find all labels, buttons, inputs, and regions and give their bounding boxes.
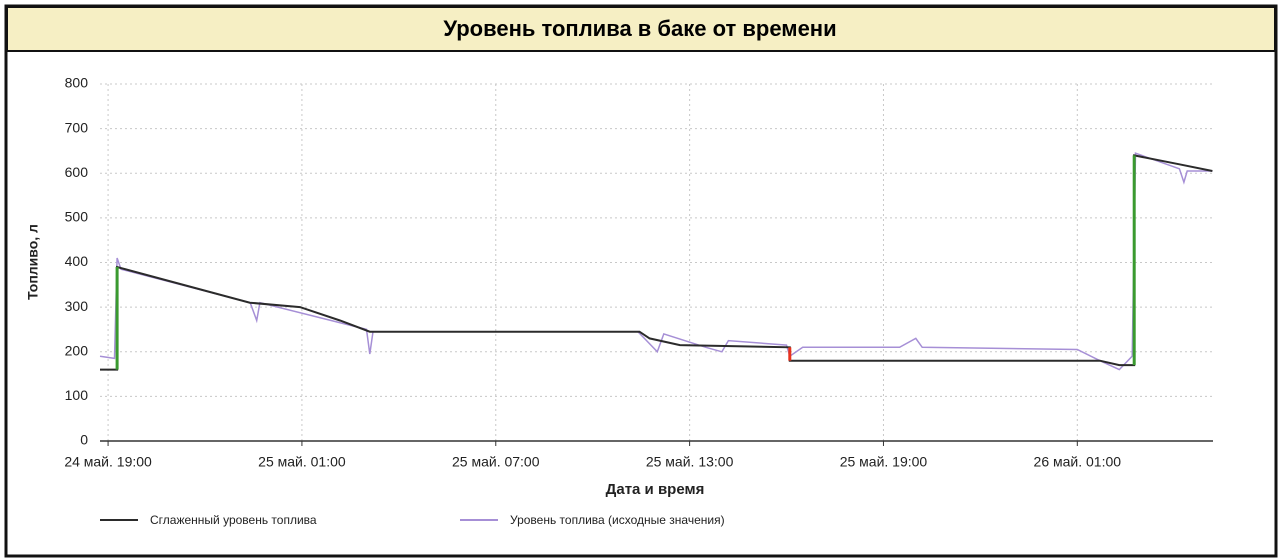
y-tick-label: 600	[65, 164, 89, 180]
y-tick-label: 400	[65, 253, 89, 269]
legend-label: Сглаженный уровень топлива	[150, 513, 317, 527]
x-tick-label: 26 май. 01:00	[1034, 454, 1122, 470]
x-tick-label: 25 май. 01:00	[258, 454, 346, 470]
y-tick-label: 800	[65, 75, 89, 91]
y-axis-label: Топливо, л	[25, 224, 41, 300]
x-tick-label: 25 май. 07:00	[452, 454, 540, 470]
x-axis-label: Дата и время	[606, 481, 705, 498]
y-tick-label: 200	[65, 342, 89, 358]
panel-border	[4, 4, 1278, 558]
x-tick-label: 24 май. 19:00	[64, 454, 152, 470]
y-tick-label: 100	[65, 387, 89, 403]
y-tick-label: 300	[65, 298, 89, 314]
x-tick-label: 25 май. 13:00	[646, 454, 734, 470]
x-tick-label: 25 май. 19:00	[840, 454, 928, 470]
chart-title: Уровень топлива в баке от времени	[443, 16, 836, 41]
panel-header	[6, 6, 1276, 52]
legend-label: Уровень топлива (исходные значения)	[510, 513, 725, 527]
y-tick-label: 0	[80, 432, 88, 448]
y-tick-label: 700	[65, 119, 89, 135]
y-tick-label: 500	[65, 209, 89, 225]
